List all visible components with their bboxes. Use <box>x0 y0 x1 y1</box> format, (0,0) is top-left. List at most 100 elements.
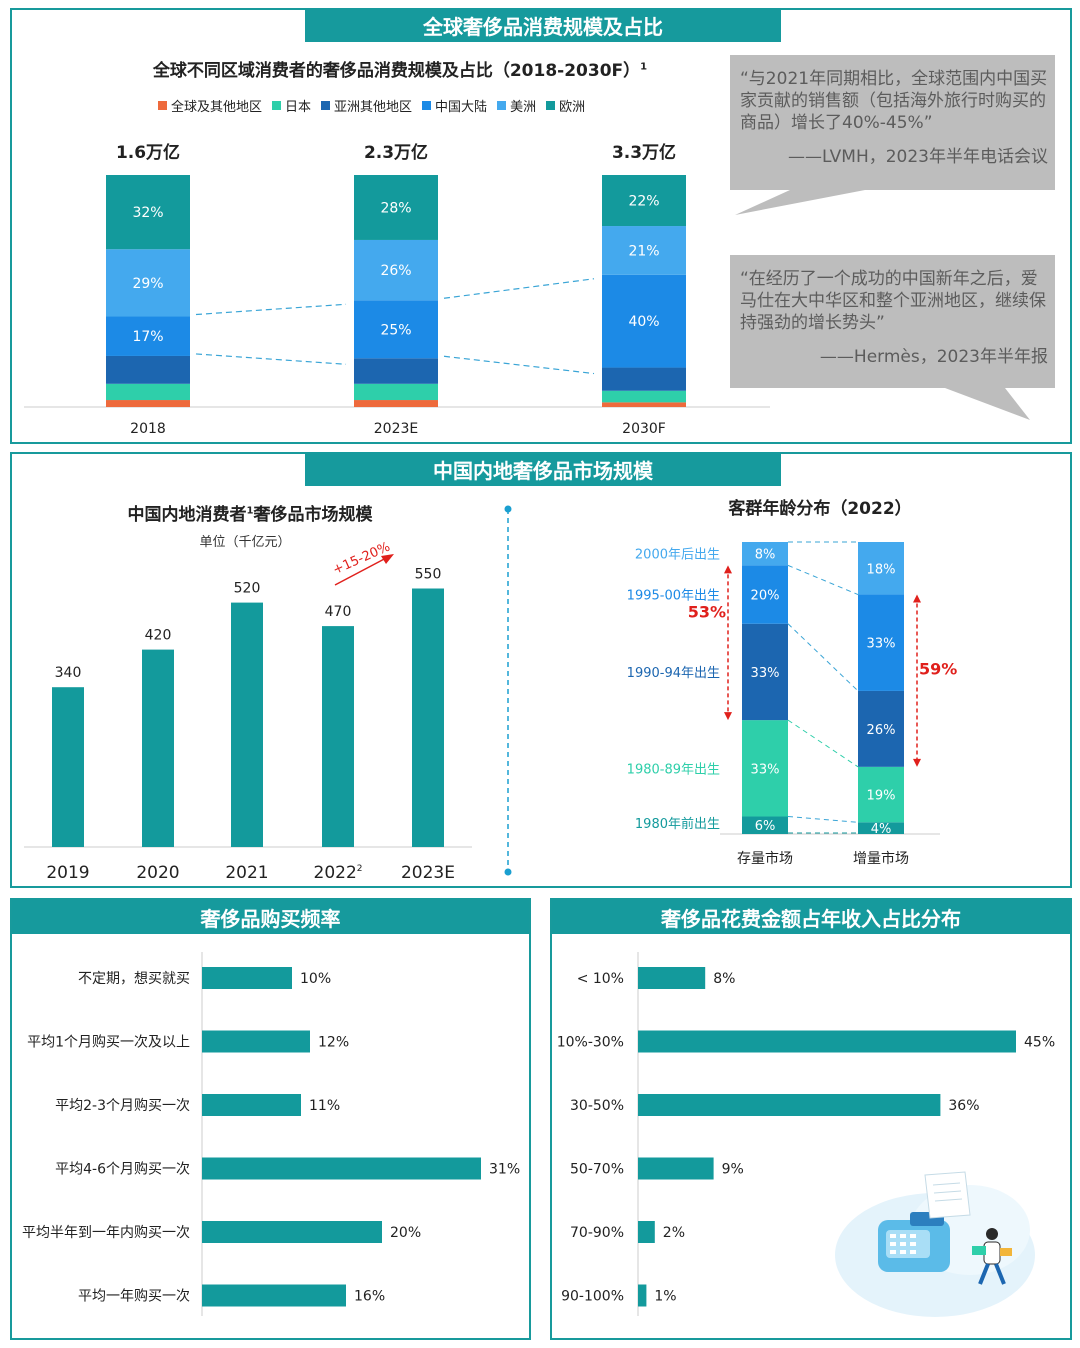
purchase-frequency-chart: 10% 不定期，想买就买 12% 平均1个月购买一次及以上 11% 平均2-3个月购买一次… <box>22 952 520 1316</box>
x-tick-label: 2023E <box>401 863 455 883</box>
stacked-bar-segment <box>602 402 686 407</box>
legend-item: 日本 <box>272 96 311 115</box>
segment-data-label: 25% <box>380 322 411 338</box>
market-size-bar <box>52 687 84 847</box>
age-segment-label: 18% <box>867 562 896 577</box>
horizontal-bar <box>638 1284 647 1307</box>
bar-value-label: 1% <box>654 1289 676 1305</box>
segment-data-label: 29% <box>132 276 163 292</box>
bar-value-label: 470 <box>325 604 352 620</box>
x-tick-sup: 2 <box>357 864 363 874</box>
bar-total-label: 3.3万亿 <box>612 142 676 163</box>
x-tick-label: 2018 <box>130 421 166 437</box>
legend-label: 中国大陆 <box>435 100 488 115</box>
age-segment <box>742 623 788 721</box>
age-segment <box>742 542 788 566</box>
bar-value-label: 36% <box>948 1098 979 1114</box>
bracket-arrow <box>724 712 732 721</box>
age-segment <box>742 565 788 624</box>
segment-data-label: 40% <box>628 314 659 330</box>
stacked-bar-segment <box>602 226 686 275</box>
bar-value-label: 520 <box>234 581 261 597</box>
global-chart-title-sup: 1 <box>640 61 648 73</box>
payment-illustration <box>835 1171 1035 1317</box>
global-chart-title-text: 全球不同区域消费者的奢侈品消费规模及占比（2018-2030F） <box>152 61 641 81</box>
age-segment-label: 8% <box>755 548 776 563</box>
legend-item: 欧洲 <box>546 96 585 115</box>
china-chart-title-a: 中国内地消费者 <box>127 505 247 525</box>
bar-total-label: 2.3万亿 <box>364 142 428 163</box>
bar-value-label: 2% <box>663 1225 685 1241</box>
category-label: 10%-30% <box>557 1035 624 1051</box>
x-tick-label: 2023E <box>374 421 418 437</box>
bracket-arrow <box>913 758 921 767</box>
segment-data-label: 22% <box>628 194 659 210</box>
legend-swatch <box>272 101 282 110</box>
category-label: 50-70% <box>570 1162 624 1178</box>
horizontal-bar <box>638 1157 714 1180</box>
quote-bubble-lvmh <box>730 55 1055 215</box>
legend-item: 美洲 <box>497 96 536 115</box>
category-label: 不定期，想买就买 <box>78 971 190 987</box>
x-tick-label: 增量市场 <box>853 850 909 867</box>
global-stacked-chart: 17% 29% 32% 1.6万亿 2018 25% 26% 28% 2.3万亿 2023E 40%… <box>24 142 770 437</box>
highlight-label-stock: 53% <box>688 603 726 622</box>
stacked-bar-segment <box>106 355 190 384</box>
section-banner-frequency: 奢侈品购买频率 <box>12 900 529 934</box>
legend-label: 日本 <box>285 100 312 115</box>
bar-value-label: 10% <box>300 971 331 987</box>
section-banner-income: 奢侈品花费金额占年收入占比分布 <box>552 900 1070 934</box>
category-label: 平均2-3个月购买一次 <box>55 1098 190 1114</box>
horizontal-bar <box>202 1284 346 1307</box>
stacked-bar-segment <box>354 239 438 301</box>
age-connector-line <box>787 719 859 768</box>
china-market-bar-chart: 340201942020205202021470202225502023E+15… <box>24 540 472 883</box>
legend-swatch <box>321 101 331 110</box>
legend-label: 全球及其他地区 <box>171 100 263 115</box>
stacked-bar-segment <box>106 175 190 250</box>
quote-lvmh-text: “与2021年同期相比，全球范围内中国买家贡献的销售额（包括海外旅行时购买的商品… <box>740 69 1048 133</box>
horizontal-bar <box>638 1221 655 1243</box>
segment-data-label: 17% <box>132 329 163 345</box>
category-label: 平均一年购买一次 <box>78 1289 190 1305</box>
segment-data-label: 21% <box>628 243 659 259</box>
china-chart-title-b: 奢侈品市场规模 <box>253 505 373 525</box>
x-tick-label: 存量市场 <box>737 850 793 867</box>
stacked-bar-segment <box>106 249 190 317</box>
legend-swatch <box>497 101 507 110</box>
age-segment-label: 33% <box>867 637 896 652</box>
quote-hermes-source: ——Hermès，2023年半年报 <box>819 347 1048 367</box>
section-banner-china: 中国内地奢侈品市场规模 <box>305 452 781 486</box>
global-chart-legend: 全球及其他地区 日本 亚洲其他地区 中国大陆 美洲 欧洲 <box>158 95 678 115</box>
section-banner-global: 全球奢侈品消费规模及占比 <box>305 8 781 42</box>
age-group-label: 1990-94年出生 <box>627 666 720 681</box>
bar-value-label: 45% <box>1024 1035 1055 1051</box>
quote-bubble-hermes <box>730 255 1055 420</box>
legend-item: 亚洲其他地区 <box>321 96 412 115</box>
growth-arrow-head <box>381 554 394 564</box>
horizontal-bar <box>638 967 706 989</box>
market-size-bar <box>322 626 354 847</box>
category-label: 30-50% <box>570 1098 624 1114</box>
bar-value-label: 12% <box>318 1035 349 1051</box>
age-segment <box>858 822 904 834</box>
bar-value-label: 550 <box>415 567 442 583</box>
age-segment <box>858 690 904 767</box>
market-size-bar <box>142 649 174 847</box>
age-group-label: 2000年后出生 <box>635 548 720 563</box>
connector-line <box>195 353 347 365</box>
age-segment-label: 20% <box>751 589 780 604</box>
segment-data-label: 28% <box>380 200 411 216</box>
category-label: 70-90% <box>570 1225 624 1241</box>
bracket-arrow <box>913 594 921 603</box>
growth-arrow-line <box>334 556 389 586</box>
highlight-label-incremental: 59% <box>919 660 957 679</box>
receipt-icon <box>924 1171 971 1219</box>
category-label: 平均半年到一年内购买一次 <box>22 1225 190 1241</box>
x-tick-label: 2020 <box>136 863 179 883</box>
horizontal-bar <box>638 1030 1016 1053</box>
legend-swatch <box>158 101 167 110</box>
x-tick-label: 2030F <box>622 421 666 437</box>
age-distribution-chart: 6% 33% 33% 20% 8% 存量市场 4% 19% 26% 33% 18% 增量市场 1980年… <box>627 541 957 867</box>
bracket-arrow <box>724 565 732 574</box>
